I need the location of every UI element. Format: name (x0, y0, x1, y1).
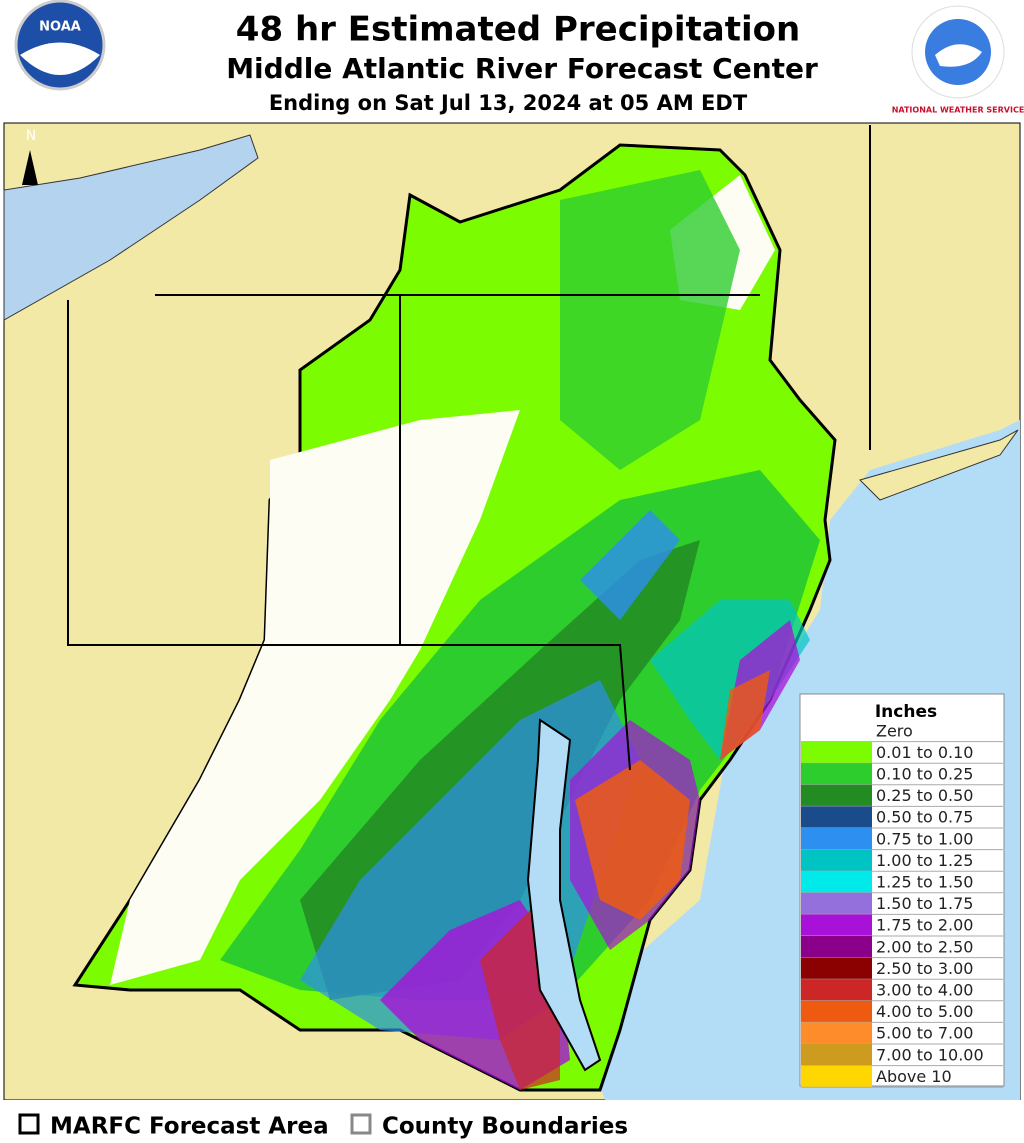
legend-swatch (801, 849, 872, 872)
legend-label: 0.25 to 0.50 (876, 786, 973, 805)
ending-time: Ending on Sat Jul 13, 2024 at 05 AM EDT (269, 91, 748, 115)
legend-label: 2.00 to 2.50 (876, 937, 973, 956)
noaa-label: NOAA (39, 20, 81, 35)
legend-swatch (801, 784, 872, 807)
footer-swatch (350, 1113, 372, 1135)
footer-label: County Boundaries (382, 1114, 628, 1140)
nws-logo: NATIONAL WEATHER SERVICE (892, 5, 1024, 115)
legend-label: 0.10 to 0.25 (876, 765, 973, 784)
legend-label: 1.00 to 1.25 (876, 851, 973, 870)
header-bg (0, 0, 1024, 122)
legend-label: 4.00 to 5.00 (876, 1002, 973, 1021)
footer-swatch (18, 1113, 40, 1135)
legend-label: 2.50 to 3.00 (876, 959, 973, 978)
legend-label: 1.25 to 1.50 (876, 873, 973, 892)
legend-swatch (801, 914, 872, 936)
legend: Inches Zero 0.01 to 0.10 0.10 to 0.25 0.25 … (799, 693, 1005, 1088)
footer: MARFC Forecast Area County Boundaries (0, 1100, 1024, 1140)
legend-swatch (801, 979, 872, 1001)
legend-swatch (801, 741, 872, 764)
subtitle: Middle Atlantic River Forecast Center (226, 52, 818, 85)
title: 48 hr Estimated Precipitation (236, 10, 800, 50)
legend-swatch (801, 1000, 872, 1023)
legend-swatch (801, 936, 872, 958)
legend-swatch (801, 720, 872, 742)
legend-swatch (801, 806, 872, 828)
legend-swatch (801, 892, 872, 915)
nws-label: NATIONAL WEATHER SERVICE (892, 106, 1024, 115)
legend-label: 0.75 to 1.00 (876, 829, 973, 848)
legend-label: 1.75 to 2.00 (876, 916, 973, 935)
legend-label: 3.00 to 4.00 (876, 981, 973, 1000)
legend-swatch (801, 763, 872, 785)
legend-swatch (801, 957, 872, 980)
legend-swatch (801, 1022, 872, 1044)
legend-label: 7.00 to 10.00 (876, 1045, 984, 1064)
legend-label: 1.50 to 1.75 (876, 894, 973, 913)
legend-label: 0.50 to 0.75 (876, 808, 973, 827)
legend-swatch (801, 1044, 872, 1066)
north-label: N (26, 128, 36, 144)
footer-label: MARFC Forecast Area (50, 1114, 329, 1140)
legend-swatch (801, 871, 872, 893)
legend-label: Zero (876, 721, 913, 740)
legend-label: Above 10 (876, 1067, 952, 1086)
legend-title: Inches (875, 702, 937, 722)
legend-label: 0.01 to 0.10 (876, 743, 973, 762)
noaa-logo: NOAA (14, 0, 106, 91)
legend-label: 5.00 to 7.00 (876, 1024, 973, 1043)
legend-swatch (801, 828, 872, 850)
legend-swatch (801, 1065, 872, 1088)
map: N (3, 122, 1021, 1101)
